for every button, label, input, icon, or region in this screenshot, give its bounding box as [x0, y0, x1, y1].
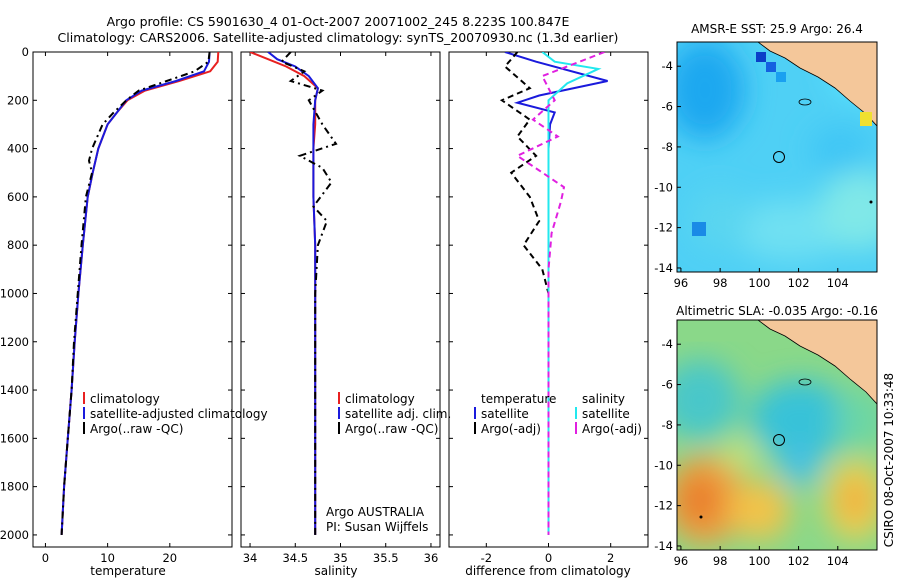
map-xtick-label: 104: [827, 276, 849, 290]
annotation-pi-name: PI: Susan Wijffels: [326, 520, 428, 534]
map-xtick-label: 104: [827, 554, 849, 568]
ytick-label: 400: [7, 142, 29, 156]
ytick-label: 1400: [0, 383, 29, 397]
legend-sal-satellite: satellite adj. clim.: [345, 407, 451, 421]
salinity-panel: 34 34.5 35 35.5 36 salinity climatology sate…: [240, 51, 451, 578]
map-ytick-label: -14: [654, 261, 673, 275]
xtick-label: 34: [243, 551, 258, 565]
annotation-argo-australia: Argo AUSTRALIA: [326, 505, 425, 519]
legend-argo-raw: Argo(..raw -QC): [90, 422, 183, 436]
series-line: [249, 52, 320, 535]
series-line: [60, 52, 211, 535]
series-line: [267, 52, 319, 535]
footer-credit: CSIRO 08-Oct-2007 10:33:48: [882, 373, 896, 547]
header-title-line2: Climatology: CARS2006. Satellite-adjuste…: [58, 30, 619, 45]
ytick-label: 1000: [0, 286, 29, 300]
ytick-label: 1600: [0, 431, 29, 445]
argo-position-marker-sst: [773, 151, 785, 163]
legend-sal-climatology: climatology: [345, 392, 415, 406]
map-xtick-label: 96: [674, 554, 689, 568]
legend-temp-argo: Argo(-adj): [481, 422, 541, 436]
xtick-label: 35: [333, 551, 348, 565]
xtick-label: 36: [424, 551, 439, 565]
legend-satellite-adjusted: satellite-adjusted climatology: [90, 407, 268, 421]
xtick-label: 0: [545, 551, 552, 565]
xtick-label: 35.5: [373, 551, 399, 565]
series-line: [60, 52, 211, 535]
sst-map: 96 98 100 102 104 -4 -6 -8 -10 -12 -14: [654, 41, 878, 290]
series-line: [515, 52, 605, 535]
legend-climatology: climatology: [90, 392, 160, 406]
map-ytick-label: -6: [662, 378, 673, 392]
temperature-panel: 0 10 2002004006008001000120014001600180020…: [0, 45, 268, 578]
ytick-label: 200: [7, 93, 29, 107]
map-xtick-label: 100: [748, 276, 770, 290]
sla-map: 96 98 100 102 104 -4 -6 -8 -10 -12 -14: [654, 319, 878, 568]
legend-difference: temperature satellite Argo(-adj) salinit…: [474, 392, 642, 436]
xlabel-temperature: temperature: [90, 564, 165, 578]
map-ytick-label: -14: [654, 539, 673, 553]
map-ytick-label: -12: [654, 221, 673, 235]
legend-temperature: climatology satellite-adjusted climatolo…: [83, 392, 268, 436]
ytick-label: 2000: [0, 528, 29, 542]
ytick-label: 600: [7, 190, 29, 204]
xtick-label: 10: [100, 551, 115, 565]
difference-panel: -2 0 2 difference from climatology tempera…: [448, 51, 649, 578]
map-xtick-label: 98: [713, 276, 728, 290]
xlabel-difference: difference from climatology: [465, 564, 631, 578]
xtick-label: -2: [481, 551, 492, 565]
legend-temperature-title: temperature: [481, 392, 556, 406]
xtick-label: 20: [162, 551, 177, 565]
map-xtick-label: 98: [713, 554, 728, 568]
ytick-label: 0: [22, 45, 29, 59]
legend-salinity: climatology satellite adj. clim. Argo(..…: [338, 392, 451, 436]
series-line: [541, 52, 602, 535]
map-ytick-label: -6: [662, 100, 673, 114]
map-ytick-label: -4: [662, 337, 673, 351]
xtick-label: 34.5: [282, 551, 308, 565]
map-ytick-label: -12: [654, 499, 673, 513]
legend-sal-argo: Argo(..raw -QC): [345, 422, 438, 436]
legend-sal-sat: satellite: [582, 407, 630, 421]
xtick-label: 0: [42, 551, 49, 565]
series-line: [499, 52, 550, 535]
ytick-label: 1200: [0, 335, 29, 349]
series-line: [504, 52, 608, 535]
legend-sal-argo-adj: Argo(-adj): [582, 422, 642, 436]
sla-map-title: Altimetric SLA: -0.035 Argo: -0.16: [676, 304, 878, 318]
map-xtick-label: 96: [674, 276, 689, 290]
series-line: [60, 52, 220, 535]
legend-salinity-title: salinity: [582, 392, 625, 406]
map-ytick-label: -8: [662, 140, 673, 154]
map-ytick-label: -8: [662, 418, 673, 432]
argo-position-marker-sla: [773, 434, 785, 446]
xtick-label: 2: [607, 551, 614, 565]
map-xtick-label: 102: [788, 276, 810, 290]
series-line: [279, 52, 338, 535]
map-ytick-label: -4: [662, 59, 673, 73]
ytick-label: 1800: [0, 480, 29, 494]
sst-map-title: AMSR-E SST: 25.9 Argo: 26.4: [691, 22, 863, 36]
map-ytick-label: -10: [654, 180, 673, 194]
legend-temp-satellite: satellite: [481, 407, 529, 421]
map-xtick-label: 100: [748, 554, 770, 568]
map-ytick-label: -10: [654, 458, 673, 472]
xlabel-salinity: salinity: [314, 564, 357, 578]
header-title-line1: Argo profile: CS 5901630_4 01-Oct-2007 2…: [107, 14, 570, 29]
ytick-label: 800: [7, 238, 29, 252]
map-xtick-label: 102: [788, 554, 810, 568]
